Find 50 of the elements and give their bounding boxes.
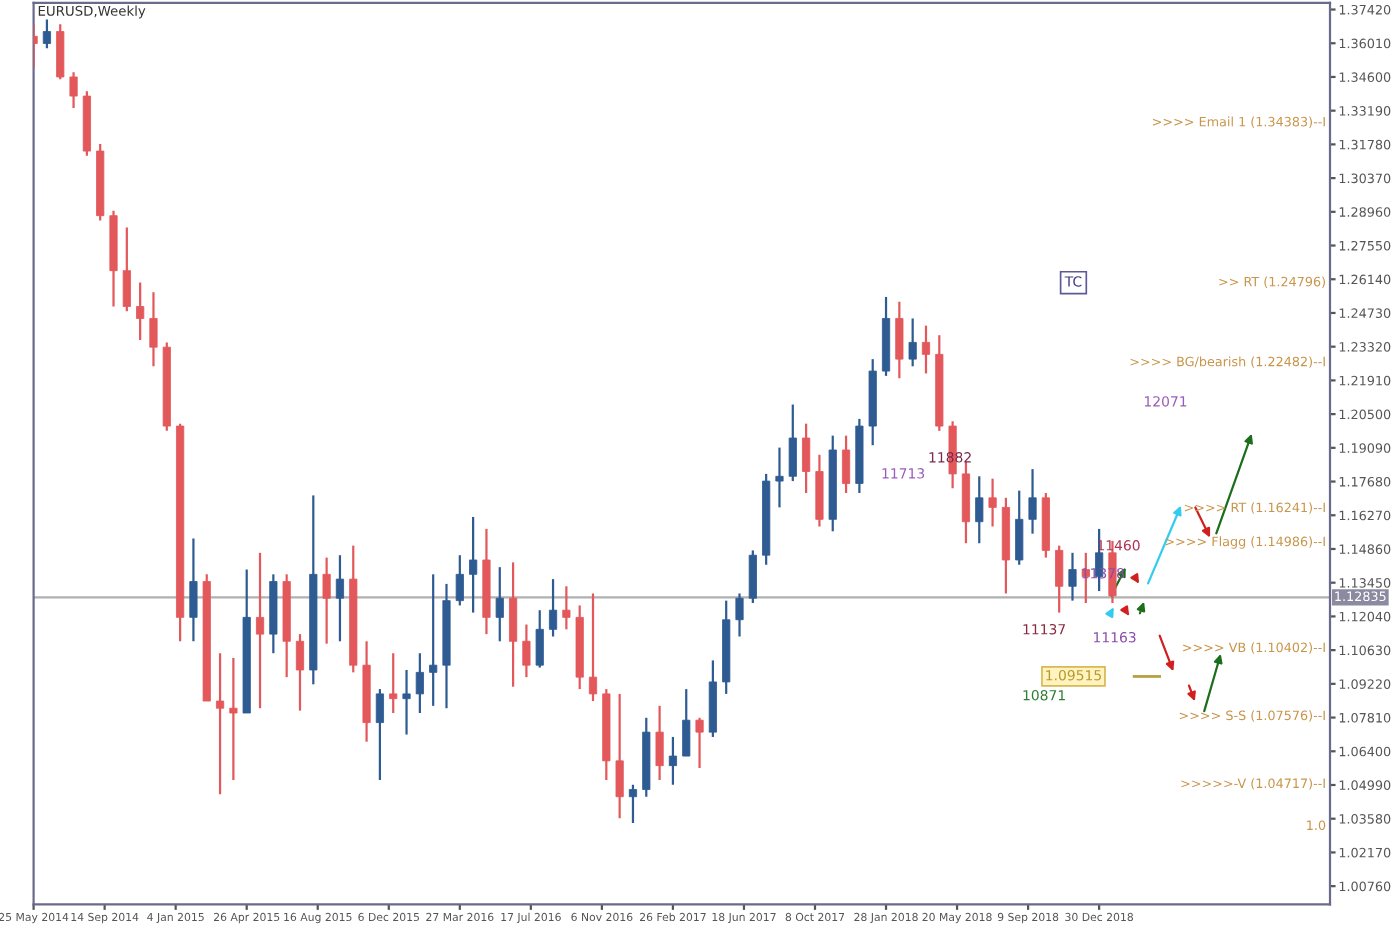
candlestick <box>668 735 677 786</box>
candlestick <box>1055 544 1064 614</box>
candlestick <box>988 477 997 528</box>
candlestick <box>841 434 851 495</box>
candlestick <box>42 18 51 50</box>
candlestick <box>815 453 824 528</box>
candlestick <box>429 573 438 707</box>
candlestick <box>189 537 198 643</box>
candlestick <box>975 475 984 545</box>
candlestick <box>495 566 504 643</box>
candlestick <box>1015 489 1024 566</box>
candlestick <box>802 422 811 495</box>
candlestick <box>895 300 904 380</box>
candlestick <box>56 23 65 81</box>
candlestick <box>122 226 131 313</box>
candlestick <box>469 515 478 614</box>
candlestick <box>1068 551 1077 602</box>
candlestick <box>229 656 238 782</box>
candlestick <box>775 446 784 509</box>
candlestick <box>535 609 544 669</box>
candlestick <box>961 460 971 545</box>
candlestick <box>509 561 518 688</box>
candlestick <box>375 688 384 782</box>
candlestick <box>735 592 744 638</box>
candlestick <box>389 652 398 715</box>
candlestick <box>402 668 411 736</box>
candlestick <box>615 692 624 820</box>
candlestick <box>655 704 664 782</box>
candlestick <box>695 716 704 770</box>
candlestick <box>335 554 345 643</box>
candlestick <box>215 652 225 796</box>
candlestick <box>1028 468 1037 535</box>
candlestick <box>548 578 558 638</box>
candlestick <box>628 783 638 825</box>
candlestick <box>455 554 464 607</box>
candlestick <box>588 592 598 703</box>
candlestick <box>295 633 305 712</box>
candlestick <box>682 688 691 758</box>
candlestick <box>522 623 531 679</box>
candlestick <box>322 556 331 645</box>
candlestick <box>136 281 145 342</box>
candlestick <box>748 549 757 605</box>
candlestick <box>562 585 571 631</box>
candlestick <box>788 403 797 483</box>
candlestick <box>69 71 78 110</box>
candlestick <box>908 317 917 368</box>
candlestick <box>149 291 158 368</box>
candlestick <box>415 652 424 715</box>
candlestick <box>255 551 265 710</box>
candlestick <box>921 324 931 375</box>
